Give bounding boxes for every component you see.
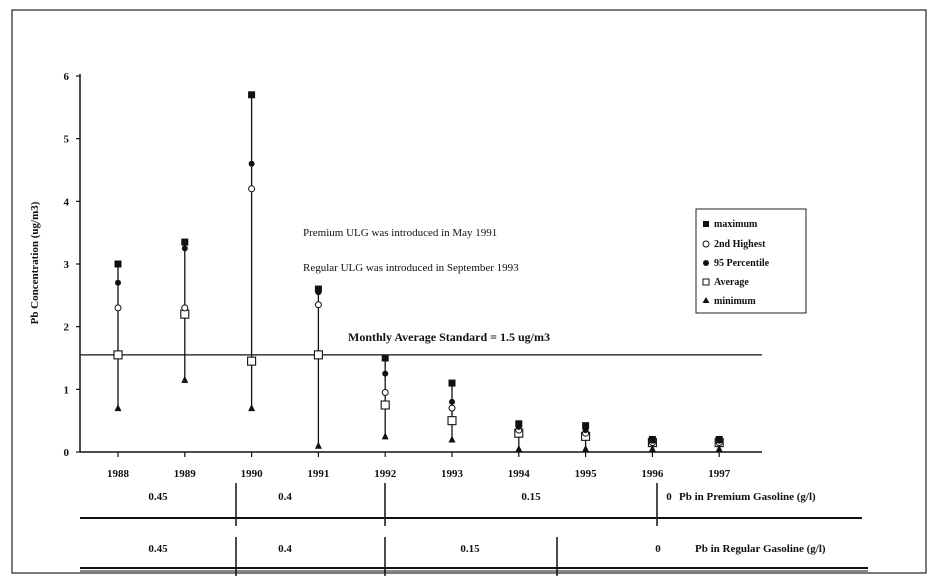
2nd-highest-point-1992 bbox=[381, 388, 389, 396]
x-tick-label: 1993 bbox=[441, 468, 464, 480]
x-tick-label: 1994 bbox=[508, 468, 531, 480]
monthly-standard-label: Monthly Average Standard = 1.5 ug/m3 bbox=[348, 330, 550, 344]
regular-gasoline-row: 0.45 0.4 0.15 0 Pb in Regular Gasoline (… bbox=[80, 537, 868, 576]
y-tick-label: 5 bbox=[64, 134, 70, 146]
minimum-point-1996 bbox=[648, 444, 656, 452]
minimum-point-1995 bbox=[582, 444, 590, 452]
2nd-highest-point-1991 bbox=[314, 301, 322, 309]
minimum-point-1997 bbox=[715, 444, 723, 452]
minimum-point-1988 bbox=[114, 404, 122, 412]
legend-95-percentile-marker bbox=[703, 260, 709, 266]
95-percentile-point-1990 bbox=[248, 160, 255, 167]
2nd-highest-point-1989 bbox=[181, 304, 189, 312]
regular-gasoline-label: Pb in Regular Gasoline (g/l) bbox=[695, 543, 826, 555]
premium-value-1990-1992: 0.4 bbox=[278, 491, 292, 503]
legend-2nd-highest-marker bbox=[702, 240, 710, 248]
average-point-1991 bbox=[313, 350, 323, 360]
premium-value-1996-on: 0 bbox=[666, 491, 672, 503]
maximum-point-1989 bbox=[181, 238, 189, 246]
maximum-point-1991 bbox=[314, 285, 322, 293]
premium-ulg-note: Premium ULG was introduced in May 1991 bbox=[303, 227, 497, 239]
legend-minimum-label: minimum bbox=[714, 296, 756, 307]
average-point-1988 bbox=[113, 350, 123, 360]
legend-average-label: Average bbox=[714, 277, 749, 288]
maximum-point-1988 bbox=[114, 260, 122, 268]
legend: maximum 2nd Highest 95 Percentile Averag… bbox=[695, 208, 807, 314]
legend-box bbox=[695, 208, 807, 314]
2nd-highest-point-1988 bbox=[114, 304, 122, 312]
regular-ulg-note: Regular ULG was introduced in September … bbox=[303, 262, 519, 274]
premium-gasoline-label: Pb in Premium Gasoline (g/l) bbox=[679, 491, 816, 503]
maximum-point-1994 bbox=[515, 420, 523, 428]
y-tick-label: 2 bbox=[64, 322, 70, 334]
legend-2nd-highest-label: 2nd Highest bbox=[714, 239, 766, 250]
maximum-point-1996 bbox=[648, 435, 656, 443]
regular-value-1990-1992: 0.4 bbox=[278, 543, 292, 555]
y-ticks: 0 1 2 3 4 5 6 bbox=[64, 71, 80, 459]
y-tick-label: 0 bbox=[64, 447, 70, 459]
legend-minimum-marker bbox=[702, 297, 710, 303]
maximum-point-1993 bbox=[448, 379, 456, 387]
95-percentile-point-1993 bbox=[449, 398, 455, 405]
95-percentile-point-1989 bbox=[181, 245, 188, 252]
average-point-1990 bbox=[247, 356, 257, 366]
premium-value-1988-1990: 0.45 bbox=[148, 491, 168, 503]
data-points bbox=[113, 91, 724, 452]
x-tick-label: 1991 bbox=[307, 468, 329, 480]
y-tick-label: 6 bbox=[64, 71, 70, 83]
x-tick-label: 1997 bbox=[708, 468, 731, 480]
minimum-point-1992 bbox=[381, 432, 389, 440]
95-percentile-point-1988 bbox=[115, 279, 121, 286]
y-tick-label: 3 bbox=[64, 259, 70, 271]
x-tick-label: 1995 bbox=[575, 468, 598, 480]
minimum-point-1994 bbox=[515, 444, 523, 452]
premium-gasoline-row: 0.45 0.4 0.15 0 Pb in Premium Gasoline (… bbox=[80, 483, 862, 526]
maximum-point-1990 bbox=[248, 91, 256, 99]
y-tick-label: 4 bbox=[64, 196, 70, 208]
average-point-1992 bbox=[380, 400, 390, 410]
minimum-point-1989 bbox=[181, 375, 189, 383]
average-point-1993 bbox=[447, 416, 457, 426]
maximum-point-1995 bbox=[582, 422, 590, 430]
legend-maximum-label: maximum bbox=[714, 219, 758, 230]
legend-95-percentile-label: 95 Percentile bbox=[714, 258, 770, 269]
x-tick-label: 1996 bbox=[641, 468, 664, 480]
legend-maximum-marker bbox=[703, 221, 709, 227]
maximum-point-1992 bbox=[381, 354, 389, 362]
regular-value-1992-1994: 0.15 bbox=[460, 543, 480, 555]
x-tick-label: 1992 bbox=[374, 468, 397, 480]
95-percentile-point-1992 bbox=[382, 370, 389, 377]
regular-value-1994-on: 0 bbox=[655, 543, 661, 555]
2nd-highest-point-1993 bbox=[448, 404, 456, 412]
minimum-point-1993 bbox=[448, 435, 456, 443]
2nd-highest-point-1990 bbox=[248, 185, 256, 193]
x-tick-label: 1989 bbox=[174, 468, 197, 480]
y-tick-label: 1 bbox=[64, 384, 70, 396]
x-tick-label: 1990 bbox=[241, 468, 264, 480]
y-axis-label: Pb Concentration (ug/m3) bbox=[29, 201, 41, 324]
minimum-point-1991 bbox=[314, 441, 322, 449]
x-tick-label: 1988 bbox=[107, 468, 130, 480]
minimum-point-1990 bbox=[248, 404, 256, 412]
regular-value-1988-1990: 0.45 bbox=[148, 543, 168, 555]
x-ticks: 1988 1989 1990 1991 1992 1993 1994 1995 1996 1997 bbox=[107, 452, 731, 480]
maximum-point-1997 bbox=[715, 435, 723, 443]
premium-value-1992-1996: 0.15 bbox=[521, 491, 541, 503]
chart-border bbox=[11, 9, 927, 574]
legend-average-marker bbox=[702, 278, 710, 286]
